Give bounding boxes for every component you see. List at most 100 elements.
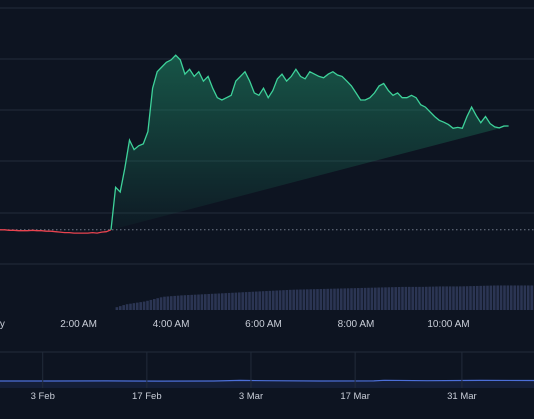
volume-bar [234, 292, 238, 310]
volume-bar [373, 287, 377, 310]
volume-bar [367, 287, 370, 310]
price-line-up [110, 54, 509, 230]
volume-bar [220, 293, 224, 310]
volume-bar [336, 288, 340, 310]
volume-bar [407, 286, 411, 310]
volume-bar [186, 295, 190, 310]
volume-bar [200, 294, 204, 310]
volume-bar [169, 296, 173, 310]
volume-bar [197, 294, 200, 310]
volume-bar [268, 290, 272, 310]
volume-bar [431, 286, 435, 310]
volume-bar [302, 289, 306, 310]
x-tick-label: 8:00 AM [338, 319, 375, 330]
volume-bar [390, 287, 394, 310]
volume-bar [129, 303, 132, 310]
volume-bar [271, 290, 275, 310]
volume-bars [115, 285, 534, 310]
volume-bar [353, 288, 357, 310]
volume-bar [248, 291, 251, 310]
volume-bar [445, 286, 448, 310]
volume-bar [469, 286, 472, 310]
volume-bar [183, 295, 187, 310]
volume-bar [472, 286, 476, 310]
volume-bar [530, 285, 533, 310]
volume-bar [132, 303, 136, 310]
navigator[interactable]: 3 Feb 17 Feb 3 Mar 17 Mar 31 Mar [0, 352, 534, 402]
volume-bar [377, 287, 380, 310]
volume-bar [115, 307, 119, 310]
x-tick-label: May [0, 319, 5, 330]
volume-bar [401, 286, 404, 310]
volume-bar [203, 294, 207, 310]
volume-bar [404, 286, 408, 310]
volume-bar [193, 294, 197, 310]
volume-bar [254, 291, 258, 310]
volume-bar [356, 288, 360, 310]
volume-bar [516, 285, 520, 310]
volume-bar [118, 306, 122, 310]
volume-bar [452, 286, 455, 310]
volume-bar [299, 289, 302, 310]
volume-bar [163, 296, 166, 310]
volume-bar [180, 295, 183, 310]
volume-bar [523, 285, 527, 310]
volume-bar [475, 285, 479, 310]
volume-bar [503, 285, 506, 310]
volume-bar [309, 289, 312, 310]
volume-bar [326, 288, 329, 310]
volume-bar [499, 285, 503, 310]
volume-bar [207, 293, 210, 310]
volume-bar [448, 286, 452, 310]
volume-bar [438, 286, 442, 310]
volume-bar [122, 305, 125, 310]
navigator-tick-label: 17 Feb [132, 391, 162, 402]
volume-bar [509, 285, 513, 310]
volume-bar [441, 286, 445, 310]
volume-bar [227, 292, 231, 310]
volume-bar [159, 297, 163, 310]
volume-bar [384, 287, 387, 310]
volume-bar [224, 293, 227, 310]
price-area-up [111, 55, 509, 230]
volume-bar [462, 286, 465, 310]
volume-bar [217, 293, 221, 310]
volume-bar [231, 292, 234, 310]
x-tick-label: 10:00 AM [427, 319, 469, 330]
volume-bar [482, 285, 486, 310]
volume-bar [282, 290, 285, 310]
volume-bar [492, 285, 496, 310]
volume-bar [363, 287, 367, 310]
volume-bar [258, 291, 261, 310]
volume-bar [486, 285, 489, 310]
volume-bar [455, 286, 459, 310]
volume-bar [285, 289, 289, 310]
volume-bar [489, 285, 493, 310]
volume-bar [241, 292, 244, 310]
x-axis: May 2:00 AM 4:00 AM 6:00 AM 8:00 AM 10:00 AM [0, 319, 470, 330]
volume-bar [288, 289, 292, 310]
volume-bar [244, 292, 248, 310]
volume-bar [465, 286, 469, 310]
volume-bar [414, 286, 418, 310]
volume-bar [360, 287, 363, 310]
price-line-down [0, 229, 112, 234]
volume-bar [146, 300, 149, 310]
volume-bar [139, 302, 142, 310]
x-tick-label: 4:00 AM [153, 319, 190, 330]
volume-bar [520, 285, 523, 310]
navigator-area [0, 380, 534, 388]
volume-bar [350, 288, 353, 310]
volume-bar [166, 296, 170, 310]
volume-bar [149, 299, 153, 310]
volume-bar [506, 285, 510, 310]
volume-bar [394, 287, 397, 310]
volume-bar [210, 293, 214, 310]
volume-bar [428, 286, 431, 310]
volume-bar [265, 291, 268, 310]
volume-bar [292, 289, 295, 310]
volume-bar [316, 289, 319, 310]
price-line [0, 54, 509, 234]
x-tick-label: 2:00 AM [60, 319, 97, 330]
volume-bar [513, 285, 516, 310]
